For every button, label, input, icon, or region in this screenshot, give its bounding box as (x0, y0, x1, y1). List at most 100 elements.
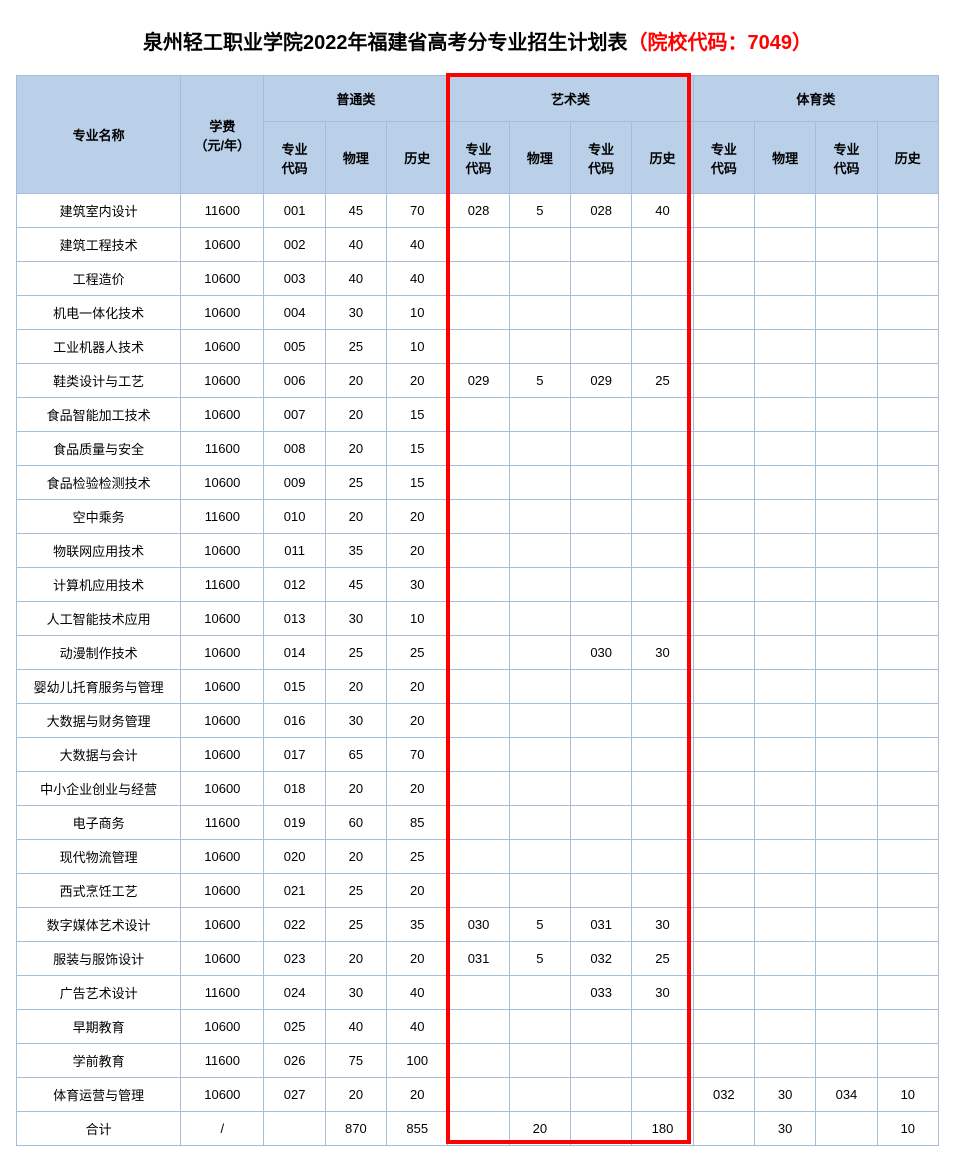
cell-g_phy: 20 (325, 772, 386, 806)
cell-s_code1 (693, 806, 754, 840)
th-s-phy: 物理 (754, 122, 815, 194)
cell-a_his (632, 500, 693, 534)
cell-g_code: 010 (264, 500, 325, 534)
table-row: 早期教育106000254040 (17, 1010, 939, 1044)
cell-a_code2: 033 (571, 976, 632, 1010)
cell-a_code1 (448, 534, 509, 568)
cell-s_his (877, 840, 938, 874)
cell-s_code1 (693, 942, 754, 976)
cell-g_code: 011 (264, 534, 325, 568)
cell-name: 学前教育 (17, 1044, 181, 1078)
cell-s_code2 (816, 398, 877, 432)
cell-fee: 10600 (181, 772, 264, 806)
cell-s_phy (754, 194, 815, 228)
cell-g_his: 40 (387, 262, 448, 296)
cell-a_phy (509, 670, 570, 704)
cell-g_code: 001 (264, 194, 325, 228)
cell-g_code: 018 (264, 772, 325, 806)
cell-a_code1 (448, 1078, 509, 1112)
cell-a_code2 (571, 806, 632, 840)
cell-a_his: 25 (632, 364, 693, 398)
cell-a_code1 (448, 602, 509, 636)
cell-s_code1 (693, 194, 754, 228)
cell-s_code2 (816, 296, 877, 330)
cell-s_code1 (693, 670, 754, 704)
cell-s_phy (754, 840, 815, 874)
cell-fee: 10600 (181, 1078, 264, 1112)
cell-name: 计算机应用技术 (17, 568, 181, 602)
th-a-code1: 专业 代码 (448, 122, 509, 194)
cell-g_code: 012 (264, 568, 325, 602)
cell-s_phy (754, 704, 815, 738)
cell-g_phy: 25 (325, 874, 386, 908)
table-row: 广告艺术设计11600024304003330 (17, 976, 939, 1010)
cell-g_code: 016 (264, 704, 325, 738)
cell-a_code2 (571, 568, 632, 602)
cell-g_phy: 30 (325, 602, 386, 636)
cell-g_code: 006 (264, 364, 325, 398)
cell-a_code1: 030 (448, 908, 509, 942)
cell-s_code2 (816, 500, 877, 534)
cell-a_his (632, 568, 693, 602)
cell-a_code1 (448, 806, 509, 840)
cell-g_phy: 20 (325, 840, 386, 874)
cell-a_phy (509, 1044, 570, 1078)
cell-g_phy: 25 (325, 908, 386, 942)
cell-g_his: 15 (387, 398, 448, 432)
cell-s_his (877, 1010, 938, 1044)
cell-fee: 10600 (181, 330, 264, 364)
cell-fee: 10600 (181, 1010, 264, 1044)
cell-s_his (877, 330, 938, 364)
table-row: 合计/870855201803010 (17, 1112, 939, 1146)
cell-a_phy (509, 330, 570, 364)
cell-a_phy (509, 1010, 570, 1044)
cell-a_phy: 5 (509, 942, 570, 976)
cell-fee: 11600 (181, 568, 264, 602)
cell-s_his (877, 398, 938, 432)
cell-name: 物联网应用技术 (17, 534, 181, 568)
cell-s_code2 (816, 262, 877, 296)
cell-a_his: 30 (632, 636, 693, 670)
cell-s_his (877, 296, 938, 330)
cell-s_code2 (816, 942, 877, 976)
cell-name: 西式烹饪工艺 (17, 874, 181, 908)
table-row: 服装与服饰设计106000232020031503225 (17, 942, 939, 976)
cell-s_code2 (816, 194, 877, 228)
th-fee: 学费 （元/年） (181, 76, 264, 194)
cell-fee: 10600 (181, 398, 264, 432)
cell-a_code1 (448, 568, 509, 602)
cell-g_phy: 20 (325, 398, 386, 432)
cell-name: 建筑室内设计 (17, 194, 181, 228)
cell-a_code2 (571, 1044, 632, 1078)
cell-a_phy (509, 840, 570, 874)
cell-g_code: 004 (264, 296, 325, 330)
cell-s_code1 (693, 364, 754, 398)
cell-s_phy (754, 1044, 815, 1078)
cell-g_his: 40 (387, 976, 448, 1010)
cell-a_code1: 028 (448, 194, 509, 228)
cell-name: 食品质量与安全 (17, 432, 181, 466)
cell-g_phy: 40 (325, 1010, 386, 1044)
cell-s_code1 (693, 908, 754, 942)
cell-s_code2 (816, 840, 877, 874)
cell-name: 食品检验检测技术 (17, 466, 181, 500)
cell-g_phy: 20 (325, 500, 386, 534)
cell-fee: 10600 (181, 466, 264, 500)
cell-g_phy: 20 (325, 432, 386, 466)
page-title: 泉州轻工职业学院2022年福建省高考分专业招生计划表（院校代码：7049） (16, 26, 939, 55)
cell-s_code2 (816, 602, 877, 636)
th-sport: 体育类 (693, 76, 938, 122)
cell-g_phy: 870 (325, 1112, 386, 1146)
table-row: 大数据与财务管理106000163020 (17, 704, 939, 738)
cell-a_phy (509, 568, 570, 602)
cell-name: 服装与服饰设计 (17, 942, 181, 976)
cell-a_code1 (448, 1010, 509, 1044)
header-row-1: 专业名称 学费 （元/年） 普通类 艺术类 体育类 (17, 76, 939, 122)
cell-a_code2 (571, 840, 632, 874)
cell-s_phy (754, 432, 815, 466)
cell-s_phy (754, 772, 815, 806)
cell-g_his: 15 (387, 432, 448, 466)
cell-g_code: 020 (264, 840, 325, 874)
cell-g_his: 10 (387, 296, 448, 330)
th-s-his: 历史 (877, 122, 938, 194)
